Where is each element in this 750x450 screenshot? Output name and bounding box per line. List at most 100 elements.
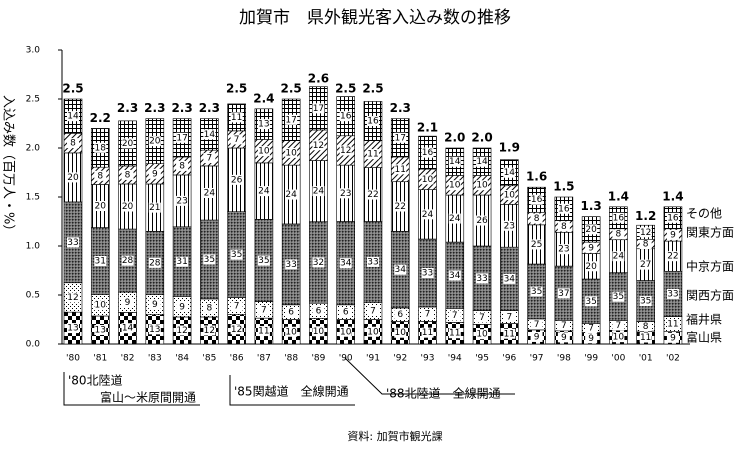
segment-label: 21 xyxy=(149,203,160,213)
segment-label: 32 xyxy=(313,258,324,268)
label-bg xyxy=(530,319,543,330)
x-tick-label: '82 xyxy=(121,354,135,364)
label-bg xyxy=(612,291,625,302)
x-tick-label: '81 xyxy=(93,354,107,364)
y-tick-label: 0.5 xyxy=(26,291,40,301)
label-bg xyxy=(312,103,325,114)
segment-label: 18 xyxy=(95,143,107,153)
x-tick-label: '88 xyxy=(284,354,298,364)
segment-label: 7 xyxy=(616,321,622,331)
x-tick-label: '02 xyxy=(666,354,680,364)
label-bg xyxy=(339,145,352,156)
label-bg xyxy=(666,319,679,330)
total-label: 1.6 xyxy=(526,170,547,184)
segment-label: 35 xyxy=(531,287,542,297)
segment-label: 23 xyxy=(176,196,187,206)
segment-label: 22 xyxy=(367,190,378,200)
segment-label: 6 xyxy=(288,308,294,318)
segment-label: 24 xyxy=(449,214,461,224)
label-bg xyxy=(148,324,161,335)
label-bg xyxy=(503,328,516,339)
label-bg xyxy=(366,189,379,200)
annotation: 富山～米原間開通 xyxy=(100,390,196,405)
segment-label: 9 xyxy=(670,230,676,240)
x-tick-label: '84 xyxy=(175,354,189,364)
segment-label: 8 xyxy=(179,161,185,171)
y-tick-label: 0.0 xyxy=(26,340,41,350)
label-bg xyxy=(94,142,107,153)
segment-label: 8 xyxy=(643,322,649,332)
segment-label: 33 xyxy=(667,289,678,299)
segment-label: 9 xyxy=(670,333,676,343)
segment-label: 10 xyxy=(476,181,488,191)
segment-label: 24 xyxy=(313,187,325,197)
segment-label: 8 xyxy=(534,214,540,224)
label-bg xyxy=(448,180,461,191)
segment-label: 23 xyxy=(558,245,569,255)
label-bg xyxy=(394,309,407,320)
label-bg xyxy=(366,149,379,160)
total-label: 2.5 xyxy=(281,82,302,96)
segment-label: 33 xyxy=(367,257,378,267)
label-bg xyxy=(339,326,352,337)
total-label: 2.0 xyxy=(471,131,492,145)
segment-label: 11 xyxy=(449,329,460,339)
x-tick-label: '89 xyxy=(311,354,325,364)
label-bg xyxy=(421,267,434,278)
segment-label: 24 xyxy=(613,252,625,262)
label-bg xyxy=(639,321,652,332)
segment-label: 8 xyxy=(97,171,103,181)
label-bg xyxy=(176,256,189,267)
segment-label: 37 xyxy=(558,289,569,299)
label-bg xyxy=(176,132,189,143)
total-label: 2.3 xyxy=(199,101,220,115)
segment-label: 17 xyxy=(176,133,187,143)
label-bg xyxy=(67,292,79,303)
label-bg xyxy=(121,323,134,334)
label-bg xyxy=(666,229,679,240)
label-bg xyxy=(394,264,407,275)
label-bg xyxy=(339,307,352,318)
segment-label: 11 xyxy=(231,113,242,123)
total-label: 2.3 xyxy=(144,101,165,115)
x-tick-label: '83 xyxy=(148,354,162,364)
segment-label: 20 xyxy=(122,139,134,149)
label-bg xyxy=(557,288,570,299)
x-tick-label: '95 xyxy=(475,354,489,364)
segment-label: 34 xyxy=(449,271,461,281)
x-tick-label: '99 xyxy=(584,354,598,364)
segment-label: 16 xyxy=(340,112,352,122)
label-bg xyxy=(448,310,461,321)
label-bg xyxy=(339,258,352,269)
label-bg xyxy=(476,156,489,167)
segment-label: 6 xyxy=(343,308,349,318)
segment-label: 12 xyxy=(640,228,651,238)
legend-label: 関東方面 xyxy=(686,225,734,240)
label-bg xyxy=(557,221,570,232)
segment-label: 16 xyxy=(531,195,543,205)
x-tick-label: '87 xyxy=(257,354,271,364)
label-bg xyxy=(285,259,298,270)
segment-label: 12 xyxy=(67,293,78,303)
segment-label: 35 xyxy=(231,250,242,260)
label-bg xyxy=(421,147,434,158)
label-bg xyxy=(639,239,652,250)
segment-label: 10 xyxy=(258,147,270,157)
segment-label: 11 xyxy=(258,327,269,337)
label-bg xyxy=(476,273,489,284)
segment-label: 7 xyxy=(506,313,512,323)
label-bg xyxy=(448,213,461,224)
label-bg xyxy=(557,203,570,214)
label-bg xyxy=(366,305,379,316)
label-bg xyxy=(257,119,270,130)
annotation-lines xyxy=(63,357,515,406)
segment-label: 33 xyxy=(67,238,78,248)
label-bg xyxy=(285,114,298,125)
segment-label: 11 xyxy=(640,333,651,343)
annotation: '80北陸道 xyxy=(68,374,123,388)
y-tick-label: 2.5 xyxy=(26,95,40,105)
label-bg xyxy=(203,254,216,265)
label-bg xyxy=(230,112,243,123)
segment-label: 9 xyxy=(588,334,594,344)
label-bg xyxy=(148,257,161,268)
